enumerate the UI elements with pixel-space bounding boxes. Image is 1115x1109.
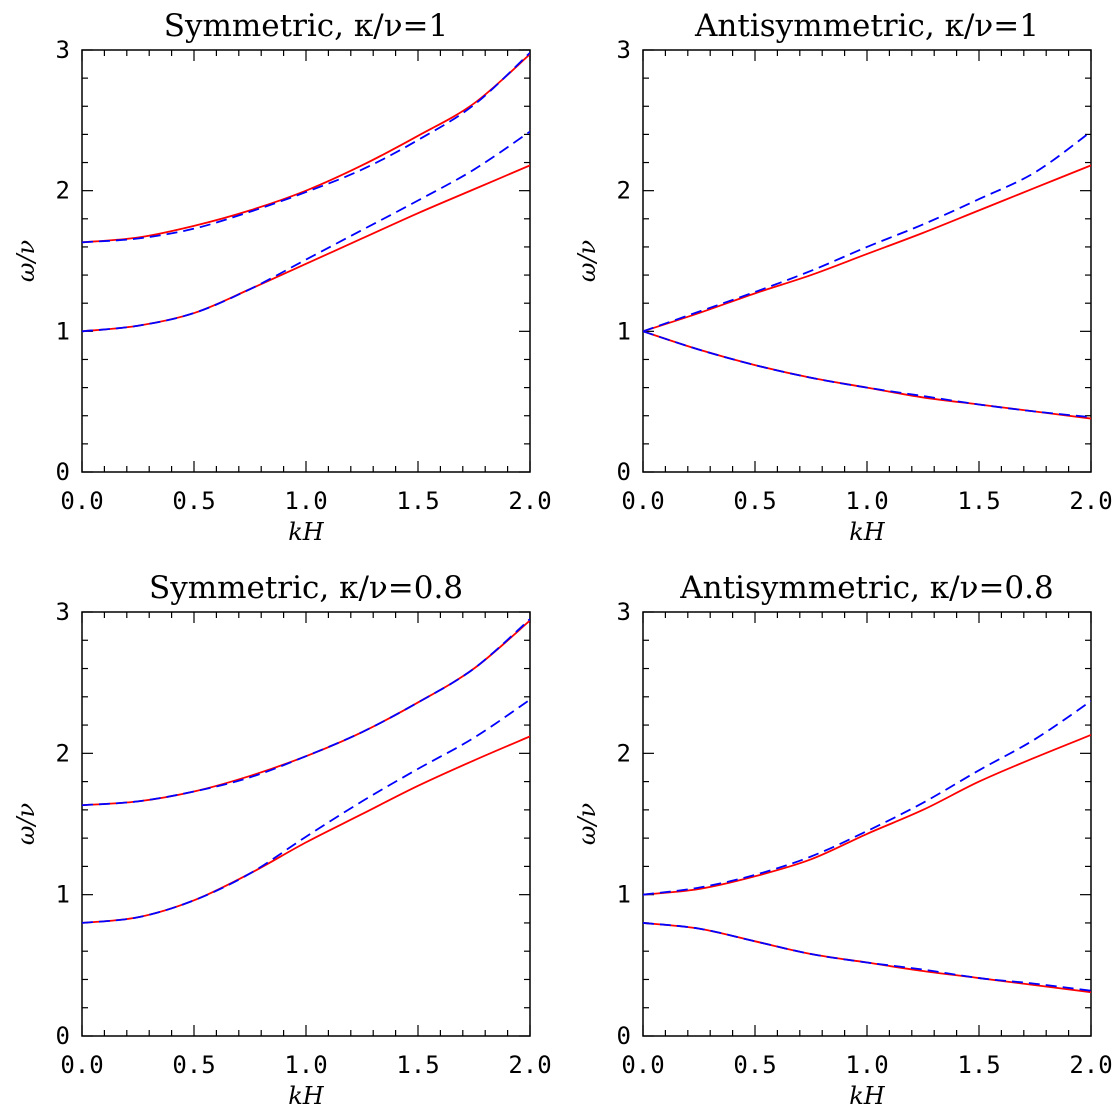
y-tick-label: 0 bbox=[617, 458, 631, 486]
x-tick-label: 1.0 bbox=[284, 1051, 327, 1079]
y-tick-label: 1 bbox=[56, 881, 70, 909]
dashed-series-line-1 bbox=[82, 52, 530, 244]
y-tick-label: 0 bbox=[617, 1022, 631, 1050]
dashed-series-line-1 bbox=[82, 618, 530, 807]
x-tick-label: 0.5 bbox=[172, 487, 215, 515]
plot-frame bbox=[642, 49, 1092, 473]
x-tick-label: 2.0 bbox=[1069, 1051, 1112, 1079]
y-tick-label: 0 bbox=[56, 458, 70, 486]
x-tick-label: 1.5 bbox=[396, 487, 439, 515]
y-axis-label: ω/ν bbox=[573, 240, 601, 282]
panel-antisymmetric-k1: 0.0 0.5 1.0 1.5 2.0 0 1 2 3 Antisymmetric, κ/ν=1 k… bbox=[573, 8, 1113, 546]
solid-series-line-2 bbox=[643, 330, 1091, 420]
y-tick-label: 3 bbox=[56, 598, 70, 626]
x-tick-label: 0.5 bbox=[172, 1051, 215, 1079]
panel-symmetric-k1: 0.0 0.5 1.0 1.5 2.0 0 1 2 3 Symmetric, κ/ν=1 kH ω/ν bbox=[12, 8, 552, 546]
y-tick-label: 2 bbox=[617, 739, 631, 767]
dashed-series-line-3 bbox=[643, 330, 1091, 419]
plot-frame bbox=[642, 611, 1092, 1037]
chart-title: Symmetric, κ/ν=0.8 bbox=[149, 570, 463, 606]
y-tick-label: 1 bbox=[617, 317, 631, 345]
chart-title: Antisymmetric, κ/ν=0.8 bbox=[679, 570, 1053, 606]
x-tick-label: 0.0 bbox=[60, 487, 103, 515]
chart-title: Antisymmetric, κ/ν=1 bbox=[694, 8, 1039, 44]
y-tick-label: 2 bbox=[56, 739, 70, 767]
x-tick-label: 0.5 bbox=[733, 1051, 776, 1079]
chart-title: Symmetric, κ/ν=1 bbox=[164, 8, 449, 44]
solid-series-line-2 bbox=[82, 735, 530, 924]
panel-antisymmetric-k08: 0.0 0.5 1.0 1.5 2.0 0 1 2 3 Antisymmetric, κ/ν=0.… bbox=[573, 570, 1113, 1109]
x-tick-label: 2.0 bbox=[1069, 487, 1112, 515]
x-axis-label: kH bbox=[849, 518, 886, 546]
y-tick-label: 0 bbox=[56, 1022, 70, 1050]
y-tick-label: 3 bbox=[56, 36, 70, 64]
solid-series-line-2 bbox=[643, 922, 1091, 994]
plot-frame bbox=[81, 49, 531, 473]
y-tick-label: 3 bbox=[617, 598, 631, 626]
x-tick-label: 1.5 bbox=[396, 1051, 439, 1079]
x-axis-label: kH bbox=[849, 1082, 886, 1109]
y-tick-label: 2 bbox=[56, 177, 70, 205]
x-tick-label: 1.5 bbox=[957, 487, 1000, 515]
x-axis-label: kH bbox=[288, 518, 325, 546]
x-tick-label: 0.0 bbox=[621, 1051, 664, 1079]
dashed-series-line-1 bbox=[643, 130, 1091, 333]
solid-series-line-0 bbox=[643, 164, 1091, 333]
y-tick-label: 1 bbox=[617, 881, 631, 909]
x-tick-label: 0.5 bbox=[733, 487, 776, 515]
y-tick-label: 3 bbox=[617, 36, 631, 64]
y-axis-label: ω/ν bbox=[12, 803, 40, 845]
solid-series-line-0 bbox=[82, 619, 530, 807]
dashed-series-line-3 bbox=[643, 922, 1091, 992]
x-tick-label: 1.0 bbox=[284, 487, 327, 515]
dashed-series-line-1 bbox=[643, 700, 1091, 896]
dashed-series-line-3 bbox=[82, 698, 530, 924]
y-axis-label: ω/ν bbox=[573, 803, 601, 845]
x-tick-label: 1.0 bbox=[845, 1051, 888, 1079]
x-axis-label: kH bbox=[288, 1082, 325, 1109]
y-tick-label: 2 bbox=[617, 177, 631, 205]
x-tick-label: 0.0 bbox=[621, 487, 664, 515]
x-tick-label: 1.0 bbox=[845, 487, 888, 515]
x-tick-label: 2.0 bbox=[508, 1051, 551, 1079]
solid-series-line-0 bbox=[643, 734, 1091, 896]
x-tick-label: 1.5 bbox=[957, 1051, 1000, 1079]
panel-symmetric-k08: 0.0 0.5 1.0 1.5 2.0 0 1 2 3 Symmetric, κ/ν=0.8 kH ω… bbox=[12, 570, 552, 1109]
solid-series-line-0 bbox=[82, 53, 530, 244]
y-axis-label: ω/ν bbox=[12, 240, 40, 282]
dashed-series-line-3 bbox=[82, 130, 530, 333]
y-tick-label: 1 bbox=[56, 317, 70, 345]
x-tick-label: 0.0 bbox=[60, 1051, 103, 1079]
x-tick-label: 2.0 bbox=[508, 487, 551, 515]
